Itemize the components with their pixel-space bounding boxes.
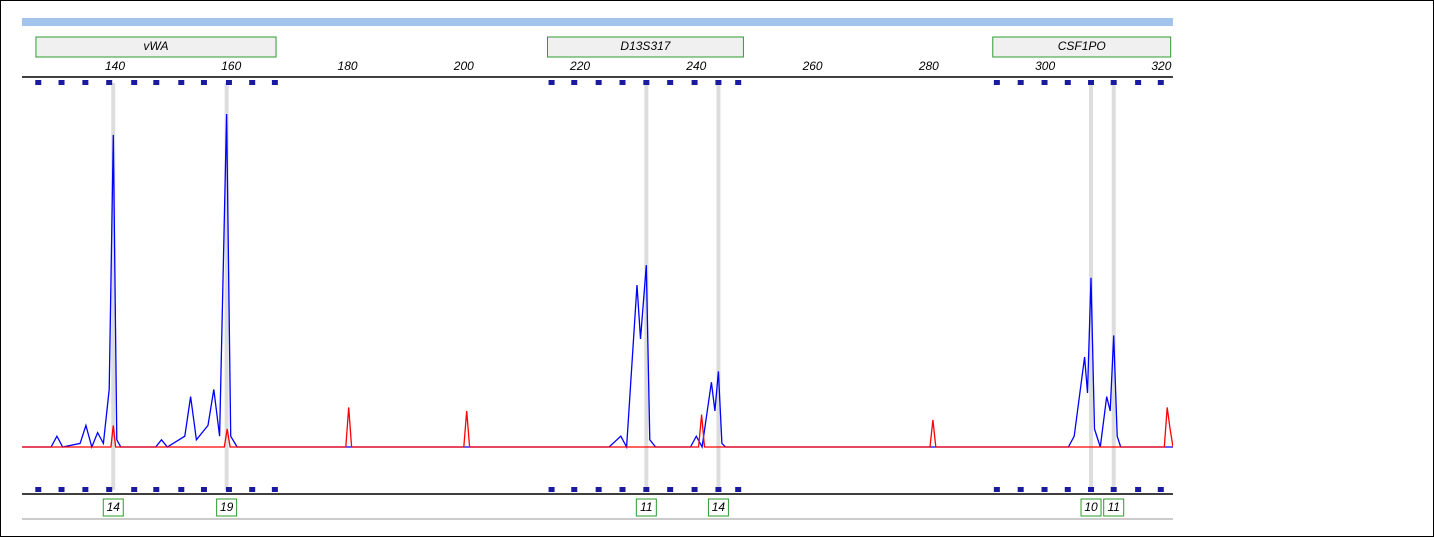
bin-marker [200,487,207,492]
allele-label: 11 [1107,500,1119,514]
bin-marker [249,80,256,85]
allele-box [1103,498,1125,517]
bin-marker [735,487,742,492]
bin-marker [1064,80,1071,85]
allele-label: 14 [712,500,726,514]
allele-box [707,498,729,517]
allele-box [1080,498,1102,517]
bin-marker [715,487,722,492]
allele-label: 19 [220,500,234,514]
bin-marker [1064,487,1071,492]
locus-label: vWA [143,39,168,53]
bin-marker [667,80,674,85]
allele-label: 14 [107,500,121,514]
bin-marker [643,80,650,85]
x-tick-label: 180 [338,59,358,73]
locus-label: D13S317 [620,39,671,53]
bin-marker [153,80,160,85]
bin-marker [595,487,602,492]
allele-box [102,498,124,517]
x-tick-label: 300 [1035,59,1055,73]
allele-label: 11 [640,500,652,514]
locus-label: CSF1PO [1058,39,1106,53]
bin-marker [271,487,278,492]
bin-marker [1157,487,1164,492]
x-tick-label: 280 [918,59,939,73]
header-bar [22,18,1173,26]
bin-marker [35,80,42,85]
locus-box [992,36,1172,58]
bin-marker [1017,487,1024,492]
bin-marker [1041,487,1048,492]
bin-marker [993,487,1000,492]
bin-marker [131,80,138,85]
bin-marker [548,80,555,85]
bin-marker [735,80,742,85]
bin-marker [58,487,65,492]
bin-marker [643,487,650,492]
bin-marker [249,487,256,492]
bin-marker [58,80,65,85]
bin-marker [153,487,160,492]
bin-marker [1088,80,1095,85]
bin-marker [691,80,698,85]
bin-marker [1157,80,1164,85]
bin-marker [106,80,113,85]
bin-marker [1017,80,1024,85]
bin-marker [35,487,42,492]
bin-marker [1088,487,1095,492]
bin-marker [571,80,578,85]
bin-marker [82,487,89,492]
x-tick-label: 320 [1151,59,1171,73]
allele-box [635,498,657,517]
bin-marker [691,487,698,492]
bin-marker [1110,487,1117,492]
allele-box [216,498,238,517]
bin-marker [1135,487,1142,492]
bin-marker [1041,80,1048,85]
bin-marker [178,487,185,492]
bin-marker [993,80,1000,85]
bin-marker [82,80,89,85]
locus-box [547,36,744,58]
bin-marker [571,487,578,492]
trace [22,407,1173,448]
bin-marker [667,487,674,492]
bin-marker [131,487,138,492]
bin-marker [548,487,555,492]
bin-marker [225,487,232,492]
x-tick-label: 220 [569,59,590,73]
locus-box [35,36,277,58]
bin-marker [595,80,602,85]
bin-marker [200,80,207,85]
bin-marker [271,80,278,85]
bin-marker [178,80,185,85]
allele-label: 10 [1084,500,1098,514]
x-tick-label: 260 [802,59,823,73]
x-tick-label: 160 [221,59,241,73]
bin-marker [225,80,232,85]
bin-marker [715,80,722,85]
x-tick-label: 140 [105,59,125,73]
plot: vWA D13S317 CSF1PO 140 160 180 200 220 240 260 280… [22,36,1173,517]
bin-marker [1110,80,1117,85]
bin-marker [106,487,113,492]
trace [22,113,1173,450]
x-tick-label: 200 [453,59,474,73]
bin-marker [619,80,626,85]
x-tick-label: 240 [685,59,706,73]
bin-marker [1135,80,1142,85]
bin-marker [619,487,626,492]
